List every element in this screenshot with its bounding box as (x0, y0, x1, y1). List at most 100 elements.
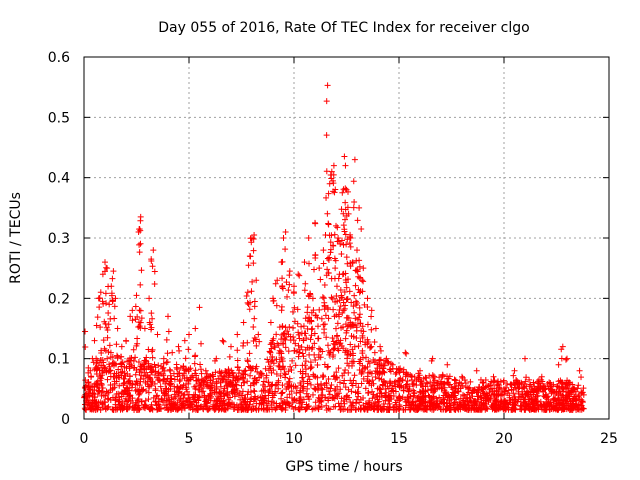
data-point (163, 378, 170, 385)
data-point (353, 335, 360, 342)
data-point (373, 392, 380, 399)
data-point (349, 382, 356, 389)
data-point (82, 377, 89, 384)
data-point (82, 344, 89, 351)
data-point (110, 373, 117, 380)
data-point (342, 216, 349, 223)
data-point (374, 365, 381, 372)
data-point (106, 342, 113, 349)
data-point (459, 399, 466, 406)
data-point (240, 319, 247, 326)
data-point (289, 357, 296, 364)
data-point (364, 304, 371, 311)
data-point (135, 391, 142, 398)
data-point (369, 388, 376, 395)
data-point (324, 255, 331, 262)
data-point (253, 363, 260, 370)
data-point (520, 384, 527, 391)
data-point (154, 406, 161, 413)
data-point (264, 356, 271, 363)
data-point (336, 313, 343, 320)
data-point (364, 295, 371, 302)
data-point (513, 377, 520, 384)
data-point (344, 204, 351, 211)
data-point (279, 364, 286, 371)
data-point (309, 391, 316, 398)
data-point (320, 373, 327, 380)
data-point (101, 399, 108, 406)
data-point (364, 321, 371, 328)
data-point (246, 306, 253, 313)
data-point (317, 276, 324, 283)
data-point (331, 189, 338, 196)
data-point (385, 359, 392, 366)
data-point (221, 393, 228, 400)
data-point (522, 355, 528, 362)
data-point (540, 392, 547, 399)
data-point (278, 336, 285, 343)
data-point (492, 397, 499, 404)
data-point (341, 405, 348, 412)
data-point (263, 374, 270, 381)
data-point (459, 375, 466, 382)
data-point (575, 393, 582, 400)
data-point (304, 344, 311, 351)
data-point (344, 296, 351, 303)
data-point (356, 314, 363, 321)
data-point (239, 388, 246, 395)
data-point (370, 357, 377, 364)
data-point (164, 350, 171, 357)
data-point (255, 331, 262, 338)
data-point (310, 371, 317, 378)
data-point (422, 398, 429, 405)
data-point (324, 210, 331, 217)
data-point (478, 406, 485, 413)
data-point (364, 404, 371, 411)
data-point (273, 356, 280, 363)
data-point (357, 338, 364, 345)
data-point (394, 381, 401, 388)
data-point (355, 343, 362, 350)
data-point (245, 301, 252, 308)
data-point (138, 267, 145, 274)
x-axis-title: GPS time / hours (285, 459, 402, 475)
data-point (246, 350, 253, 357)
data-point (567, 379, 574, 386)
data-point (228, 343, 234, 350)
data-point (448, 394, 455, 401)
data-point (101, 345, 108, 352)
data-point (285, 287, 292, 294)
data-point (345, 210, 352, 217)
data-point (456, 379, 463, 386)
data-point (113, 378, 120, 385)
data-point (230, 387, 237, 394)
data-point (385, 397, 392, 404)
data-point (149, 263, 156, 270)
data-point (300, 323, 307, 330)
data-point (302, 358, 309, 365)
data-point (349, 259, 356, 266)
data-point (555, 361, 562, 368)
data-point (360, 265, 367, 272)
data-point (113, 341, 120, 348)
data-point (98, 347, 105, 354)
data-point (400, 366, 407, 373)
data-point (233, 381, 240, 388)
data-point (330, 242, 337, 249)
data-point (397, 395, 404, 402)
data-point (325, 405, 332, 412)
data-point (580, 391, 587, 398)
data-point (460, 391, 467, 398)
data-point (132, 404, 139, 411)
data-point (248, 239, 255, 246)
data-point (350, 333, 357, 340)
data-point (234, 364, 241, 371)
data-point (114, 352, 121, 359)
data-point (253, 377, 260, 384)
data-point (94, 357, 101, 364)
data-point (316, 265, 323, 272)
data-point (127, 313, 134, 320)
data-point (430, 394, 437, 401)
data-point (523, 374, 530, 381)
data-point (183, 366, 190, 373)
